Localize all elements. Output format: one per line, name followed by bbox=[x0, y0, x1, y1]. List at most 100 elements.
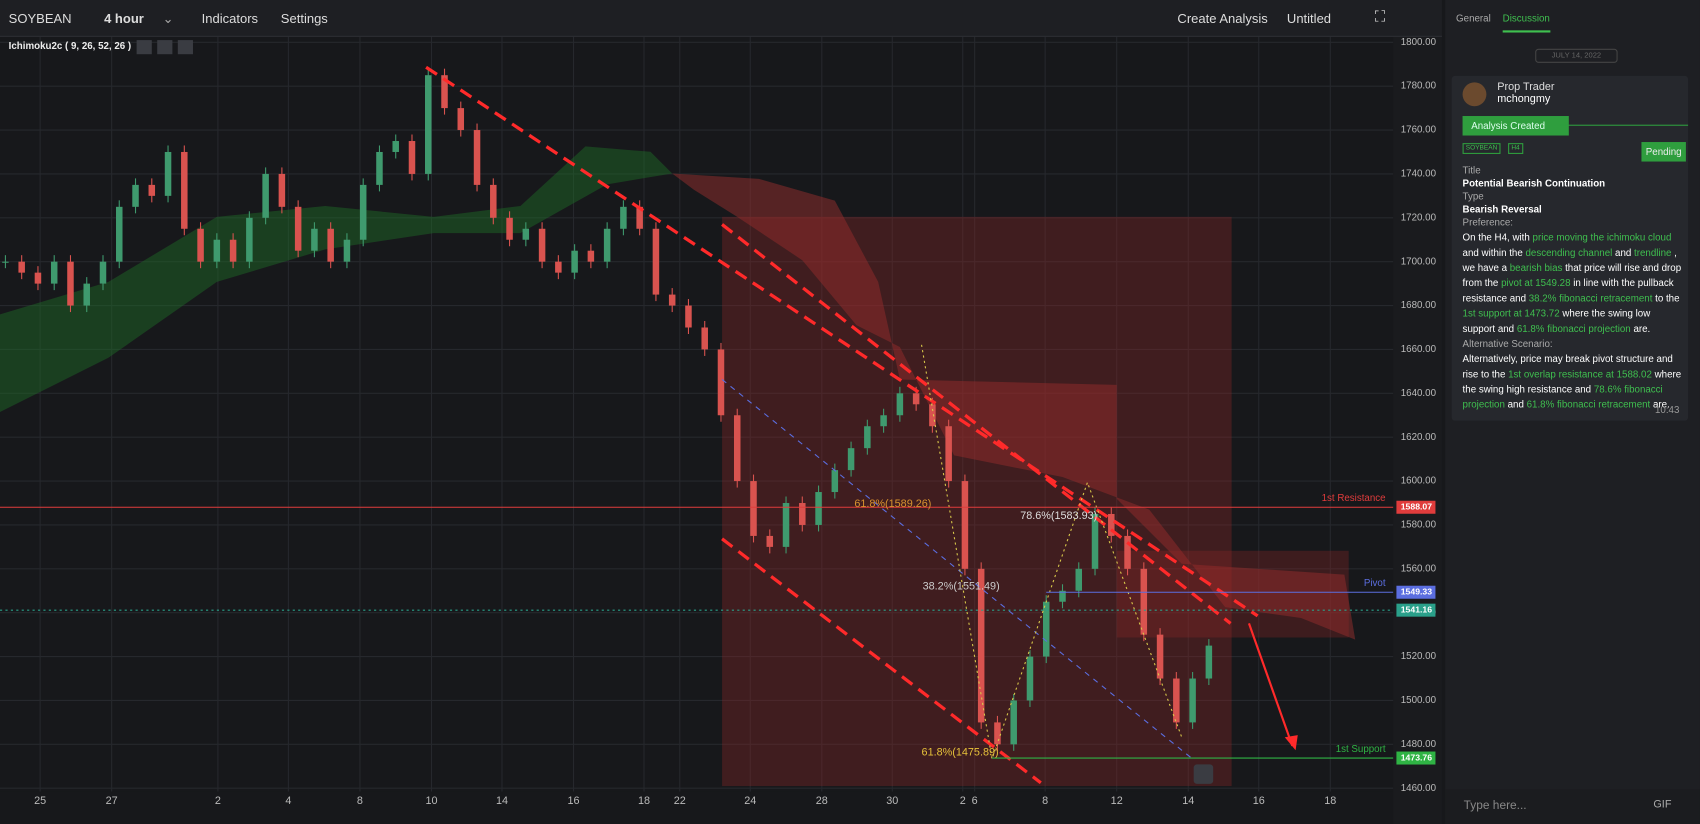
x-tick-label: 18 bbox=[1324, 795, 1336, 807]
mid-line bbox=[721, 379, 1193, 760]
time: 10:43 bbox=[1654, 404, 1680, 416]
username: mchongmy bbox=[1497, 93, 1551, 106]
candle bbox=[67, 261, 74, 306]
arrow-head bbox=[1284, 735, 1298, 751]
arrow bbox=[1247, 623, 1294, 747]
x-tick-label: 28 bbox=[816, 795, 828, 807]
candle bbox=[116, 206, 123, 262]
layout-button[interactable]: Untitled bbox=[1286, 10, 1332, 27]
x-tick-label: 10 bbox=[425, 795, 437, 807]
role: Prop Trader bbox=[1497, 81, 1555, 94]
y-tick-label: 1560.00 bbox=[1401, 563, 1437, 574]
candle bbox=[538, 228, 546, 262]
text-segment: where the swing low support and bbox=[1462, 307, 1651, 334]
candle bbox=[246, 217, 253, 262]
candle bbox=[733, 415, 741, 482]
candle bbox=[815, 492, 822, 525]
level-name: 1st Support bbox=[1336, 744, 1386, 755]
text-segment: where the swing high resistance and bbox=[1462, 368, 1682, 395]
label: Type bbox=[1462, 190, 1484, 202]
delete-button[interactable] bbox=[177, 40, 193, 55]
interval[interactable]: 4 hour bbox=[104, 10, 144, 27]
candle bbox=[83, 283, 90, 306]
y-tick-label: 1800.00 bbox=[1401, 37, 1437, 48]
tab[interactable]: Discussion bbox=[1502, 13, 1550, 33]
toolbar: SOYBEAN 4 hour ⌄ Indicators Settings Cre… bbox=[0, 0, 1442, 37]
x-tick-label: 8 bbox=[357, 795, 363, 807]
y-tick-label: 1580.00 bbox=[1401, 520, 1437, 531]
text-segment: 1st support at 1473.72 bbox=[1462, 307, 1560, 319]
indicator-label: Ichimoku2c ( 9, 26, 52, 26 ) bbox=[9, 41, 131, 52]
x-tick-label: 6 bbox=[972, 795, 978, 807]
eye-button[interactable] bbox=[136, 40, 152, 55]
settings-button[interactable] bbox=[157, 40, 173, 55]
gif-button[interactable]: GIF bbox=[1653, 799, 1672, 811]
x-tick-label: 22 bbox=[674, 795, 686, 807]
price-tag bbox=[1396, 603, 1436, 617]
y-tick-label: 1520.00 bbox=[1401, 651, 1437, 662]
candle bbox=[2, 261, 9, 263]
text-segment: 1st overlap resistance at 1588.02 bbox=[1508, 368, 1652, 380]
candle bbox=[148, 184, 156, 196]
candle bbox=[327, 228, 334, 262]
candle bbox=[945, 426, 952, 482]
y-tick-label: 1740.00 bbox=[1401, 168, 1437, 179]
tab[interactable]: General bbox=[1456, 13, 1491, 24]
zone bbox=[722, 216, 1232, 787]
candle bbox=[1010, 700, 1017, 745]
dropdown-icon: ⌄ bbox=[162, 10, 174, 27]
ichimoku-cloud bbox=[672, 173, 1356, 640]
label: Title bbox=[1462, 164, 1481, 176]
x-tick-label: 24 bbox=[744, 795, 756, 807]
text-segment: in line with the pullback resistance and bbox=[1462, 277, 1674, 304]
symbol[interactable]: SOYBEAN bbox=[8, 10, 72, 27]
candle bbox=[34, 272, 42, 284]
text-segment: , we have a bbox=[1462, 247, 1677, 274]
x-tick-label: 8 bbox=[1042, 795, 1048, 807]
tag: H4 bbox=[1508, 143, 1523, 154]
y-tick-label: 1760.00 bbox=[1401, 125, 1437, 136]
candle bbox=[977, 568, 985, 723]
message: Title Potential Bearish Continuation Typ… bbox=[1463, 163, 1684, 412]
text-segment: 38.2% fibonacci retracement bbox=[1528, 292, 1653, 304]
hint-button[interactable] bbox=[1193, 764, 1214, 784]
level-name: 1st Resistance bbox=[1322, 493, 1386, 504]
fib-label: 61.8%(1589.26) bbox=[854, 498, 931, 510]
x-tick-label: 16 bbox=[1253, 795, 1265, 807]
y-tick-label: 1640.00 bbox=[1401, 388, 1437, 399]
avatar bbox=[1462, 82, 1487, 107]
message-input[interactable]: Type here... bbox=[1463, 799, 1527, 813]
status-line bbox=[1560, 124, 1689, 126]
candle bbox=[587, 250, 595, 262]
candle bbox=[668, 294, 676, 306]
x-tick-label: 25 bbox=[34, 795, 46, 807]
candle bbox=[555, 261, 562, 273]
candle bbox=[392, 141, 399, 152]
candle bbox=[701, 327, 708, 350]
x-tick-label: 2 bbox=[215, 795, 221, 807]
fib-label: 78.6%(1583.93) bbox=[1020, 510, 1097, 522]
label: Alternative Scenario: bbox=[1462, 338, 1553, 350]
candle bbox=[799, 503, 806, 525]
indicators-button[interactable]: Indicators bbox=[201, 10, 259, 27]
candle bbox=[636, 206, 643, 229]
candle bbox=[278, 173, 286, 207]
price-tag-label: 1588.07 bbox=[1401, 502, 1432, 512]
candle bbox=[603, 228, 611, 262]
candle bbox=[1042, 601, 1050, 657]
price-tag-label: 1473.76 bbox=[1401, 752, 1432, 762]
x-tick-label: 18 bbox=[638, 795, 650, 807]
fullscreen-button[interactable]: ⛶ bbox=[1374, 7, 1386, 25]
text-segment: descending channel bbox=[1525, 247, 1613, 259]
candle bbox=[652, 228, 660, 295]
ichimoku-cloud bbox=[0, 146, 673, 412]
text-segment: the ichimoku cloud bbox=[1587, 232, 1672, 243]
candle bbox=[831, 470, 839, 493]
settings-button[interactable]: Settings bbox=[280, 10, 328, 27]
create-analysis-button[interactable]: Create Analysis bbox=[1177, 10, 1268, 27]
channel-line bbox=[721, 223, 1232, 625]
candle bbox=[343, 239, 351, 262]
x-tick-label: 30 bbox=[886, 795, 898, 807]
chart: 1460.001480.001500.001520.001540.001560.… bbox=[0, 35, 1437, 808]
